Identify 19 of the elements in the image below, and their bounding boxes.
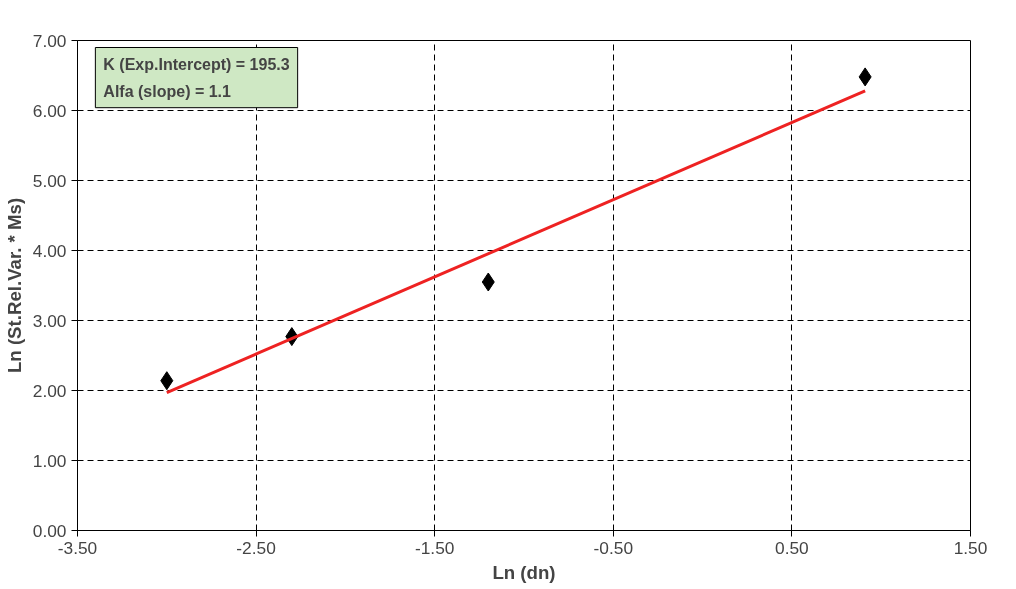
- x-tick-label: -2.50: [236, 537, 276, 558]
- y-axis-title: Ln (St.Rel.Var. * Ms): [3, 197, 25, 374]
- x-tick-label: -0.50: [593, 537, 634, 558]
- y-tick-label: 6.00: [32, 100, 67, 121]
- x-tick-label: 1.50: [953, 537, 988, 558]
- point: [858, 67, 872, 87]
- y-tick-label: 7.00: [32, 30, 67, 51]
- x-tick-label: 0.50: [775, 537, 809, 558]
- y-tick-label: 3.00: [32, 310, 67, 331]
- y-tick-label: 4.00: [32, 240, 67, 261]
- annotation: Alfa (slope) = 1.1: [103, 82, 232, 100]
- annotation: K (Exp.Intercept) = 195.3: [103, 55, 290, 73]
- point: [160, 371, 174, 391]
- y-tick-label: 5.00: [32, 170, 67, 191]
- point: [481, 272, 495, 292]
- x-tick-label: -1.50: [414, 537, 455, 558]
- x-axis-title: Ln (dn): [492, 561, 556, 583]
- y-tick-label: 2.00: [32, 380, 67, 401]
- y-tick-label: 1.00: [32, 450, 67, 471]
